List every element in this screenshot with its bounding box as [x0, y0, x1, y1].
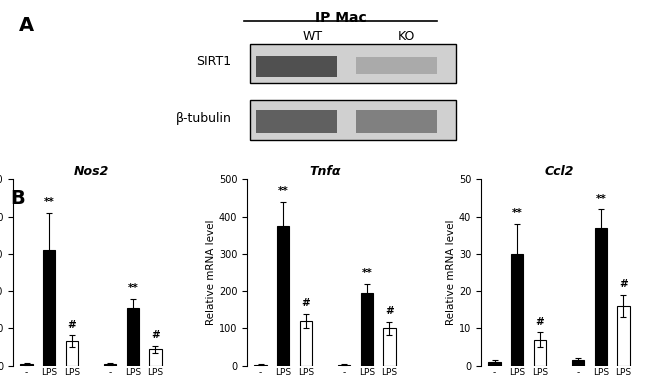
Bar: [356, 110, 437, 133]
Bar: [511, 254, 523, 366]
Bar: [618, 306, 630, 366]
Bar: [66, 341, 78, 366]
Text: β-tubulin: β-tubulin: [176, 112, 231, 125]
Bar: [256, 110, 337, 133]
Text: **: **: [512, 208, 523, 219]
Text: **: **: [127, 283, 138, 293]
Bar: [20, 364, 32, 366]
Bar: [384, 328, 396, 366]
Text: SIRT1: SIRT1: [196, 55, 231, 68]
Text: **: **: [44, 197, 55, 207]
Text: #: #: [68, 320, 76, 329]
Text: IP Mac: IP Mac: [315, 11, 367, 25]
Bar: [250, 100, 456, 140]
Title: Ccl2: Ccl2: [544, 165, 574, 178]
Text: #: #: [619, 279, 628, 289]
Bar: [300, 321, 312, 366]
Text: A: A: [20, 15, 34, 35]
Bar: [256, 56, 337, 77]
Bar: [104, 364, 116, 366]
Bar: [361, 293, 373, 366]
Text: #: #: [151, 330, 160, 340]
Bar: [150, 349, 162, 366]
Text: #: #: [385, 306, 394, 316]
Bar: [572, 360, 584, 366]
Text: **: **: [595, 193, 606, 204]
Text: WT: WT: [302, 30, 322, 43]
Bar: [277, 226, 289, 366]
Y-axis label: Relative mRNA level: Relative mRNA level: [206, 220, 216, 325]
Bar: [356, 57, 437, 74]
Bar: [595, 228, 607, 366]
Bar: [43, 250, 55, 366]
Text: #: #: [536, 317, 544, 326]
Text: **: **: [278, 186, 289, 196]
Text: #: #: [302, 298, 310, 308]
Title: Tnfα: Tnfα: [309, 165, 341, 178]
Bar: [534, 340, 546, 366]
Bar: [250, 44, 456, 83]
Text: KO: KO: [397, 30, 415, 43]
Bar: [127, 308, 139, 366]
Title: Nos2: Nos2: [73, 165, 109, 178]
Bar: [338, 365, 350, 366]
Bar: [488, 362, 500, 366]
Y-axis label: Relative mRNA level: Relative mRNA level: [446, 220, 456, 325]
Text: B: B: [10, 188, 25, 207]
Text: **: **: [361, 268, 372, 278]
Bar: [254, 365, 266, 366]
